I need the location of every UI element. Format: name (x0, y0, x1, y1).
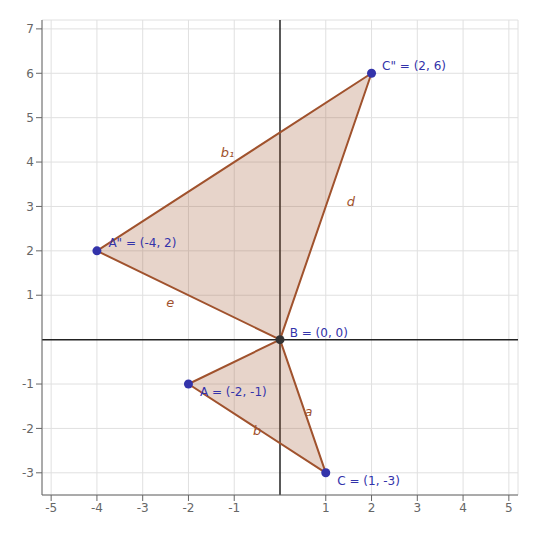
svg-text:4: 4 (26, 155, 34, 169)
svg-text:e: e (166, 295, 174, 310)
svg-text:-4: -4 (91, 501, 103, 515)
svg-text:2: 2 (26, 244, 34, 258)
svg-text:A = (-2, -1): A = (-2, -1) (200, 385, 267, 399)
svg-text:-1: -1 (228, 501, 240, 515)
svg-text:-1: -1 (22, 377, 34, 391)
svg-text:1: 1 (322, 501, 330, 515)
svg-text:-3: -3 (22, 466, 34, 480)
svg-text:5: 5 (505, 501, 513, 515)
svg-text:6: 6 (26, 67, 34, 81)
svg-text:-3: -3 (137, 501, 149, 515)
svg-text:B = (0, 0): B = (0, 0) (290, 326, 348, 340)
svg-text:3: 3 (26, 200, 34, 214)
svg-text:C = (1, -3): C = (1, -3) (337, 474, 400, 488)
svg-text:1: 1 (26, 288, 34, 302)
svg-text:5: 5 (26, 111, 34, 125)
svg-text:d: d (347, 194, 356, 209)
svg-text:a: a (304, 404, 312, 419)
svg-text:-2: -2 (182, 501, 194, 515)
svg-text:-2: -2 (22, 422, 34, 436)
svg-text:2: 2 (368, 501, 376, 515)
svg-text:C" = (2, 6): C" = (2, 6) (382, 59, 446, 73)
svg-text:-5: -5 (45, 501, 57, 515)
svg-text:7: 7 (26, 22, 34, 36)
svg-text:4: 4 (459, 501, 467, 515)
svg-text:3: 3 (413, 501, 421, 515)
svg-text:b₁: b₁ (221, 145, 234, 160)
svg-text:A" = (-4, 2): A" = (-4, 2) (108, 236, 176, 250)
svg-text:b: b (253, 423, 261, 438)
